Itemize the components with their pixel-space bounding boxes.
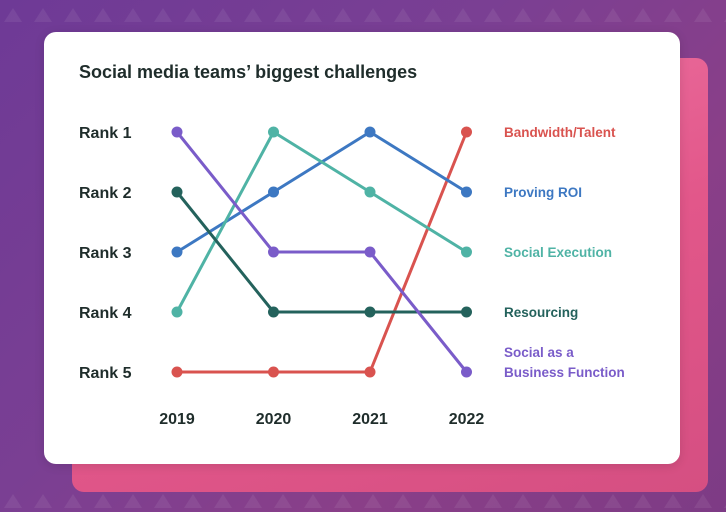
rank-label-1: Rank 1 xyxy=(79,125,132,142)
series-line-social-execution xyxy=(175,130,468,314)
series-label-proving-roi: Proving ROI xyxy=(504,185,582,200)
series-line-bandwidth-talent xyxy=(175,130,468,374)
series-end-labels: Bandwidth/Talent Proving ROI Social Execut… xyxy=(504,125,625,380)
chart-title: Social media teams’ biggest challenges xyxy=(79,62,418,82)
rank-label-5: Rank 5 xyxy=(79,365,132,382)
y-axis-rank-labels: Rank 1 Rank 2 Rank 3 Rank 4 Rank 5 xyxy=(79,125,132,382)
series-label-resourcing: Resourcing xyxy=(504,305,578,320)
rank-label-4: Rank 4 xyxy=(79,305,132,322)
series-label-bandwidth-talent: Bandwidth/Talent xyxy=(504,125,616,140)
point-social-as-a-business-function-2021 xyxy=(364,246,376,258)
rank-label-3: Rank 3 xyxy=(79,245,132,262)
point-bandwidth-talent-2020 xyxy=(268,366,279,378)
point-resourcing-2020 xyxy=(268,306,279,318)
point-social-execution-2021 xyxy=(364,186,376,198)
year-label-2022: 2022 xyxy=(449,411,485,428)
series-label-social-execution: Social Execution xyxy=(504,245,612,260)
point-proving-roi-2022 xyxy=(461,186,472,198)
series-points xyxy=(171,126,472,378)
point-resourcing-2022 xyxy=(461,306,472,318)
chart-card xyxy=(44,32,680,464)
year-label-2021: 2021 xyxy=(352,411,388,428)
rank-label-2: Rank 2 xyxy=(79,185,132,202)
series-label-social-as-a-business-function: Social as a Business Function xyxy=(504,345,625,380)
point-bandwidth-talent-2019 xyxy=(171,366,183,378)
point-social-as-a-business-function-2019 xyxy=(171,126,183,138)
point-proving-roi-2019 xyxy=(171,246,183,258)
year-label-2019: 2019 xyxy=(159,411,195,428)
year-label-2020: 2020 xyxy=(256,411,292,428)
x-axis-year-labels: 2019 2020 2021 2022 xyxy=(159,411,484,428)
series-lines xyxy=(175,130,468,374)
point-social-execution-2020 xyxy=(268,126,279,138)
point-proving-roi-2021 xyxy=(364,126,376,138)
point-bandwidth-talent-2022 xyxy=(461,126,472,138)
series-line-social-as-a-business-function xyxy=(175,130,468,374)
point-resourcing-2021 xyxy=(364,306,376,318)
point-resourcing-2019 xyxy=(171,186,183,198)
point-social-as-a-business-function-2020 xyxy=(268,246,279,258)
point-social-execution-2019 xyxy=(171,306,183,318)
point-social-execution-2022 xyxy=(461,246,472,258)
point-bandwidth-talent-2021 xyxy=(364,366,376,378)
point-proving-roi-2020 xyxy=(268,186,279,198)
point-social-as-a-business-function-2022 xyxy=(461,366,472,378)
